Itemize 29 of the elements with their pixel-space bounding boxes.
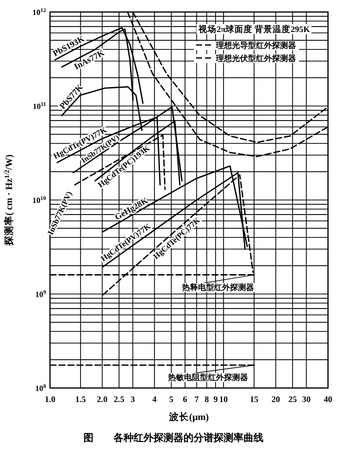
x-tick-label: 25 [288, 394, 297, 404]
x-tick-label: 30 [302, 394, 311, 404]
x-tick-label: 2.0 [96, 394, 108, 404]
series-label: 热释电型红外探测器 [181, 283, 254, 292]
y-tick-label: 10$^{12}$ [32, 8, 46, 17]
x-tick-label: 8 [204, 394, 209, 404]
x-tick-label: 2.5 [114, 394, 124, 404]
series-label: 热敏电阻型红外探测器 [167, 373, 248, 382]
x-tick-label: 1.5 [75, 394, 86, 404]
y-tick-label: 10$^{9}$ [35, 290, 46, 299]
x-tick-label: 6 [182, 394, 188, 404]
x-tick-label: 3 [130, 394, 135, 404]
x-tick-label: 5 [169, 394, 174, 404]
x-tick-label: 15 [250, 394, 258, 404]
text: 图 各种红外探测器的分谱探测率曲线 [84, 432, 264, 444]
x-tick-label: 20 [272, 394, 280, 404]
x-tick-label: 1.0 [44, 394, 56, 404]
x-tick-label: 10 [219, 394, 228, 404]
x-tick-label: 7 [194, 394, 200, 404]
x-tick-label: 9 [213, 394, 218, 404]
annotation: 视场2π球面度 背景温度295K [198, 24, 310, 34]
legend-label: 理想光导型红外探测器 [215, 41, 296, 50]
x-axis-title: 波长(μm) [168, 411, 209, 423]
y-tick-label: 10$^{10}$ [32, 196, 46, 205]
legend-label: 理想光伏型红外探测器 [215, 54, 296, 63]
y-tick-label: 10$^{8}$ [35, 384, 46, 393]
x-tick-label: 40 [324, 394, 332, 404]
y-tick-label: 10$^{11}$ [32, 102, 46, 111]
x-tick-label: 4 [152, 394, 158, 404]
